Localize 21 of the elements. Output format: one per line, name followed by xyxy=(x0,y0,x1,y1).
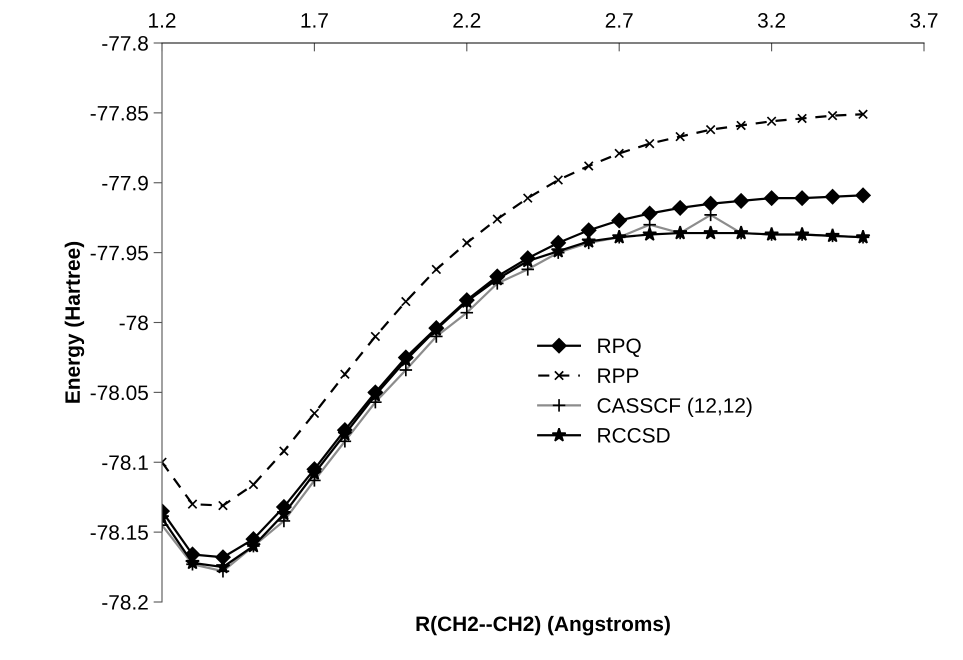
y-tick-label: -78.1 xyxy=(102,455,148,470)
legend-label: RPP xyxy=(598,368,638,383)
y-axis-title: Energy (Hartree) xyxy=(64,242,84,403)
y-tick-label: -78 xyxy=(120,316,148,330)
y-tick-label: -77.95 xyxy=(90,246,148,260)
x-tick-label: 2.7 xyxy=(606,13,633,28)
x-tick-label: 3.2 xyxy=(758,13,786,28)
legend-label: RPQ xyxy=(598,338,641,357)
x-tick-label: 1.2 xyxy=(149,13,176,28)
x-tick-label: 2.2 xyxy=(453,13,480,28)
y-tick-label: -78.05 xyxy=(90,385,148,400)
legend-label: CASSCF (12,12) xyxy=(598,398,752,417)
y-tick-label: -77.85 xyxy=(90,106,148,121)
x-tick-label: 1.7 xyxy=(302,13,328,28)
y-tick-label: -78.2 xyxy=(102,595,148,610)
x-tick-label: 3.7 xyxy=(910,13,938,28)
y-tick-label: -77.9 xyxy=(102,176,148,191)
y-tick-label: -77.8 xyxy=(102,36,148,51)
y-tick-label: -78.15 xyxy=(90,525,148,540)
x-axis-title: R(CH2--CH2) (Angstroms) xyxy=(416,616,670,636)
legend-label: RCCSD xyxy=(598,428,670,443)
